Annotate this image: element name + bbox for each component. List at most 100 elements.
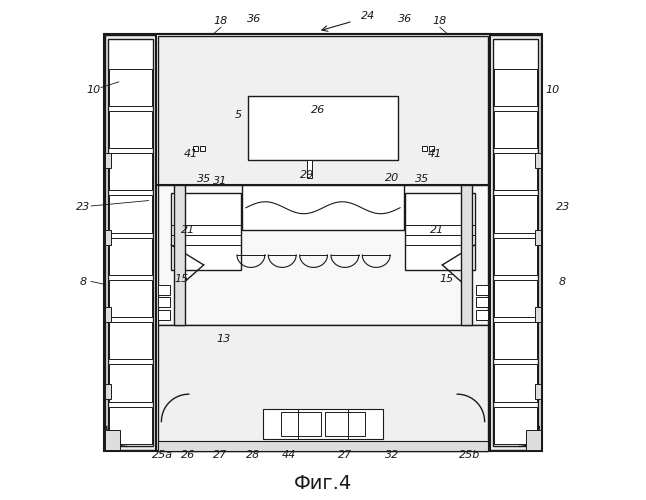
Bar bbox=[105, 230, 111, 245]
Text: 26: 26 bbox=[181, 450, 195, 460]
Bar bbox=[494, 196, 537, 232]
Bar bbox=[108, 38, 153, 447]
Text: 35: 35 bbox=[196, 174, 211, 184]
Bar bbox=[535, 307, 541, 322]
Text: 36: 36 bbox=[247, 14, 262, 24]
Text: 15: 15 bbox=[439, 274, 453, 284]
Text: 18: 18 bbox=[433, 16, 447, 26]
Bar bbox=[535, 153, 541, 168]
Bar bbox=[494, 68, 537, 106]
Bar bbox=[109, 280, 152, 317]
Bar bbox=[535, 230, 541, 245]
Text: 24: 24 bbox=[360, 11, 375, 21]
Text: 20: 20 bbox=[384, 174, 399, 184]
Bar bbox=[281, 412, 320, 436]
Bar bbox=[158, 310, 171, 320]
Bar bbox=[158, 285, 171, 294]
Text: 5: 5 bbox=[235, 110, 242, 120]
Bar bbox=[326, 412, 365, 436]
Text: 13: 13 bbox=[216, 334, 231, 344]
Text: Фиг.4: Фиг.4 bbox=[294, 474, 352, 493]
Text: 25a: 25a bbox=[152, 450, 174, 460]
Text: 21: 21 bbox=[430, 224, 444, 234]
Text: 23: 23 bbox=[76, 202, 90, 212]
Bar bbox=[242, 186, 404, 230]
Text: 10: 10 bbox=[86, 86, 100, 96]
Bar bbox=[494, 322, 537, 360]
Bar bbox=[109, 68, 152, 106]
Text: 15: 15 bbox=[174, 274, 189, 284]
Text: 32: 32 bbox=[384, 450, 399, 460]
Text: 44: 44 bbox=[282, 450, 297, 460]
Bar bbox=[171, 193, 241, 270]
Text: 23: 23 bbox=[556, 202, 570, 212]
Text: 18: 18 bbox=[214, 16, 228, 26]
Bar bbox=[158, 442, 488, 452]
Bar bbox=[307, 160, 311, 178]
Bar bbox=[109, 406, 152, 444]
Bar bbox=[412, 37, 461, 78]
Ellipse shape bbox=[347, 120, 371, 137]
Bar bbox=[494, 406, 537, 444]
Bar bbox=[185, 37, 234, 78]
Text: 27: 27 bbox=[339, 450, 353, 460]
Bar bbox=[461, 186, 472, 324]
Bar bbox=[494, 280, 537, 317]
Bar bbox=[105, 307, 111, 322]
Bar bbox=[174, 186, 185, 324]
Bar bbox=[526, 430, 541, 450]
Ellipse shape bbox=[315, 120, 339, 137]
Text: 21: 21 bbox=[181, 224, 195, 234]
Text: 31: 31 bbox=[213, 176, 227, 186]
Bar bbox=[182, 34, 237, 81]
Bar bbox=[249, 96, 397, 160]
Bar bbox=[475, 297, 488, 307]
Ellipse shape bbox=[250, 120, 275, 137]
Bar bbox=[430, 146, 434, 150]
Bar bbox=[158, 297, 171, 307]
Bar bbox=[464, 34, 541, 450]
Bar bbox=[475, 285, 488, 294]
Text: 8: 8 bbox=[559, 277, 567, 287]
Circle shape bbox=[193, 156, 201, 164]
Text: 26: 26 bbox=[311, 106, 325, 116]
Bar bbox=[109, 322, 152, 360]
Bar bbox=[186, 44, 195, 54]
Bar bbox=[156, 34, 490, 452]
Text: 41: 41 bbox=[184, 148, 198, 158]
Bar bbox=[422, 146, 428, 150]
Bar bbox=[109, 238, 152, 275]
Bar bbox=[494, 111, 537, 148]
Bar bbox=[158, 324, 488, 452]
Bar bbox=[408, 62, 417, 71]
Text: 36: 36 bbox=[398, 14, 412, 24]
Ellipse shape bbox=[273, 372, 373, 412]
Bar bbox=[494, 364, 537, 402]
Text: 28: 28 bbox=[246, 450, 260, 460]
Bar bbox=[493, 38, 538, 447]
Bar bbox=[451, 44, 460, 54]
Bar bbox=[158, 186, 488, 324]
Bar bbox=[229, 62, 238, 71]
Bar bbox=[193, 146, 198, 150]
Text: 35: 35 bbox=[415, 174, 430, 184]
Bar bbox=[475, 310, 488, 320]
Bar bbox=[104, 34, 542, 452]
Bar bbox=[409, 34, 464, 81]
Text: 10: 10 bbox=[546, 86, 560, 96]
Bar bbox=[105, 430, 120, 450]
Bar bbox=[109, 153, 152, 190]
Bar bbox=[109, 364, 152, 402]
Bar bbox=[158, 36, 488, 186]
Bar bbox=[105, 34, 182, 450]
Bar bbox=[494, 238, 537, 275]
Ellipse shape bbox=[282, 120, 307, 137]
Bar bbox=[105, 153, 111, 168]
Text: 41: 41 bbox=[428, 148, 442, 158]
Circle shape bbox=[425, 156, 433, 164]
Bar bbox=[109, 111, 152, 148]
Bar bbox=[105, 384, 111, 399]
Bar bbox=[535, 384, 541, 399]
Bar bbox=[109, 196, 152, 232]
Text: 29: 29 bbox=[300, 170, 314, 180]
